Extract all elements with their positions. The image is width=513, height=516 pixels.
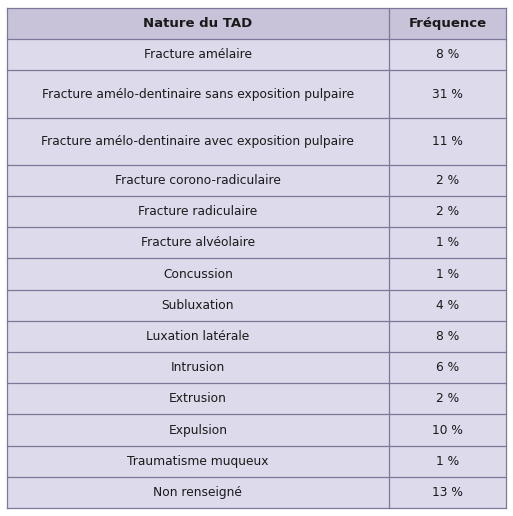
FancyBboxPatch shape (389, 414, 506, 446)
FancyBboxPatch shape (7, 383, 389, 414)
FancyBboxPatch shape (7, 259, 389, 289)
Text: Concussion: Concussion (163, 268, 233, 281)
FancyBboxPatch shape (389, 321, 506, 352)
FancyBboxPatch shape (389, 165, 506, 196)
FancyBboxPatch shape (389, 477, 506, 508)
Text: 1 %: 1 % (436, 236, 459, 249)
FancyBboxPatch shape (7, 165, 389, 196)
Text: 1 %: 1 % (436, 268, 459, 281)
FancyBboxPatch shape (389, 289, 506, 321)
Text: Fracture amélo-dentinaire sans exposition pulpaire: Fracture amélo-dentinaire sans expositio… (42, 88, 354, 101)
FancyBboxPatch shape (389, 352, 506, 383)
FancyBboxPatch shape (7, 321, 389, 352)
Text: 8 %: 8 % (436, 330, 459, 343)
Text: 2 %: 2 % (436, 392, 459, 406)
Text: 31 %: 31 % (432, 88, 463, 101)
Text: 6 %: 6 % (436, 361, 459, 374)
Text: 2 %: 2 % (436, 174, 459, 187)
FancyBboxPatch shape (7, 8, 389, 39)
Text: Extrusion: Extrusion (169, 392, 227, 406)
Text: 10 %: 10 % (432, 424, 463, 437)
Text: Fracture amélaire: Fracture amélaire (144, 49, 252, 61)
FancyBboxPatch shape (389, 446, 506, 477)
FancyBboxPatch shape (7, 118, 389, 165)
FancyBboxPatch shape (389, 39, 506, 70)
Text: Intrusion: Intrusion (171, 361, 225, 374)
FancyBboxPatch shape (7, 477, 389, 508)
FancyBboxPatch shape (7, 414, 389, 446)
Text: 13 %: 13 % (432, 486, 463, 499)
Text: Subluxation: Subluxation (162, 299, 234, 312)
FancyBboxPatch shape (7, 352, 389, 383)
FancyBboxPatch shape (7, 227, 389, 259)
Text: Fracture amélo-dentinaire avec exposition pulpaire: Fracture amélo-dentinaire avec expositio… (42, 135, 354, 148)
FancyBboxPatch shape (389, 70, 506, 118)
FancyBboxPatch shape (7, 196, 389, 227)
Text: Expulsion: Expulsion (168, 424, 227, 437)
Text: Non renseigné: Non renseigné (153, 486, 242, 499)
FancyBboxPatch shape (7, 289, 389, 321)
FancyBboxPatch shape (7, 70, 389, 118)
Text: Fréquence: Fréquence (408, 17, 486, 30)
Text: Luxation latérale: Luxation latérale (146, 330, 249, 343)
Text: Nature du TAD: Nature du TAD (143, 17, 252, 30)
Text: Traumatisme muqueux: Traumatisme muqueux (127, 455, 269, 467)
FancyBboxPatch shape (389, 259, 506, 289)
Text: 11 %: 11 % (432, 135, 463, 148)
Text: 1 %: 1 % (436, 455, 459, 467)
FancyBboxPatch shape (389, 196, 506, 227)
Text: 8 %: 8 % (436, 49, 459, 61)
FancyBboxPatch shape (7, 39, 389, 70)
FancyBboxPatch shape (389, 383, 506, 414)
Text: Fracture radiculaire: Fracture radiculaire (138, 205, 258, 218)
Text: Fracture alvéolaire: Fracture alvéolaire (141, 236, 255, 249)
Text: 2 %: 2 % (436, 205, 459, 218)
FancyBboxPatch shape (389, 118, 506, 165)
FancyBboxPatch shape (7, 446, 389, 477)
Text: 4 %: 4 % (436, 299, 459, 312)
FancyBboxPatch shape (389, 227, 506, 259)
FancyBboxPatch shape (389, 8, 506, 39)
Text: Fracture corono-radiculaire: Fracture corono-radiculaire (115, 174, 281, 187)
